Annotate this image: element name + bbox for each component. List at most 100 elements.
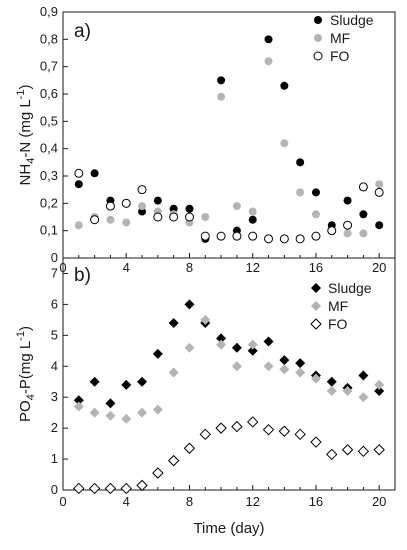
- point-sludge: [168, 317, 179, 328]
- point-fo: [327, 226, 337, 236]
- y-tick-label: 0,4: [40, 141, 58, 156]
- point-mf: [343, 229, 352, 238]
- point-mf: [358, 392, 369, 403]
- point-sludge: [326, 376, 337, 387]
- point-mf: [106, 215, 115, 224]
- legend-marker-mf: [311, 301, 321, 311]
- point-mf: [152, 404, 163, 415]
- point-fo: [358, 182, 368, 192]
- point-mf: [264, 57, 273, 66]
- point-fo: [74, 168, 84, 178]
- legend-label-fo: FO: [328, 316, 348, 332]
- point-mf: [232, 202, 241, 211]
- point-sludge: [169, 204, 178, 213]
- y-tick-label: 0: [51, 482, 58, 497]
- point-fo: [247, 416, 259, 428]
- point-fo: [310, 436, 322, 448]
- point-fo: [311, 231, 321, 241]
- point-sludge: [311, 188, 320, 197]
- point-sludge: [358, 370, 369, 381]
- point-mf: [200, 314, 211, 325]
- point-fo: [357, 445, 370, 458]
- point-mf: [138, 202, 147, 211]
- x-tick-label: 20: [372, 260, 386, 275]
- point-mf: [89, 407, 100, 418]
- legend-label-sludge: Sludge: [328, 280, 372, 296]
- point-fo: [216, 231, 226, 241]
- point-sludge: [138, 207, 147, 216]
- point-fo: [90, 215, 100, 225]
- point-fo: [73, 482, 85, 495]
- point-sludge: [121, 379, 132, 390]
- x-tick-label: 4: [123, 260, 130, 275]
- point-mf: [247, 339, 258, 350]
- point-sludge: [73, 395, 84, 406]
- panel-a-marks: [74, 35, 384, 244]
- point-sludge: [343, 196, 352, 205]
- point-sludge: [375, 221, 384, 230]
- point-fo: [88, 482, 101, 495]
- point-mf: [216, 339, 227, 350]
- legend-marker-sludge: [311, 283, 321, 293]
- x-tick-label: 16: [309, 494, 323, 509]
- panel-b-frame: [62, 257, 396, 491]
- point-sludge: [74, 180, 83, 189]
- point-fo: [248, 231, 258, 241]
- point-mf: [263, 361, 274, 372]
- point-mf: [201, 213, 210, 221]
- y-tick-label: 0,6: [40, 86, 58, 101]
- point-fo: [199, 428, 211, 441]
- point-mf: [280, 139, 289, 148]
- point-sludge: [89, 376, 100, 387]
- x-tick-label: 4: [123, 494, 130, 509]
- panel-a-letter: a): [74, 21, 91, 42]
- panel-b-marks: [73, 299, 385, 495]
- point-fo: [184, 212, 194, 222]
- point-mf: [137, 407, 148, 418]
- point-mf: [311, 210, 320, 219]
- point-fo: [105, 201, 115, 211]
- point-mf: [279, 364, 290, 375]
- point-fo: [167, 454, 180, 467]
- point-sludge: [264, 35, 273, 44]
- y-tick-label: 5: [51, 327, 58, 342]
- point-fo: [200, 231, 210, 241]
- point-sludge: [263, 336, 274, 347]
- legend-marker-fo: [313, 51, 323, 61]
- y-tick-label: 6: [51, 296, 58, 311]
- point-fo: [152, 467, 164, 479]
- y-tick-label: 0,7: [40, 59, 58, 74]
- x-tick-label: 8: [186, 494, 193, 509]
- y-tick-label: 0,5: [40, 113, 58, 128]
- point-fo: [215, 422, 227, 434]
- y-tick-label: 0,3: [40, 168, 58, 183]
- point-fo: [183, 442, 196, 454]
- legend-label-sludge: Sludge: [330, 12, 374, 28]
- point-mf: [168, 367, 179, 378]
- legend-label-mf: MF: [328, 298, 348, 314]
- point-fo: [120, 482, 132, 495]
- panel-a: 00,10,20,30,40,50,60,70,80,90 4 8 12 16 20 a)…: [15, 4, 396, 275]
- point-sludge: [295, 358, 306, 369]
- point-sludge: [153, 196, 162, 205]
- legend-label-fo: FO: [330, 48, 350, 64]
- point-sludge: [248, 215, 257, 224]
- y-tick-label: 7: [51, 265, 58, 280]
- legend-marker-sludge: [314, 16, 322, 24]
- point-fo: [294, 428, 306, 441]
- y-tick-label: 2: [51, 420, 58, 435]
- point-mf: [217, 92, 226, 101]
- x-axis-title: Time (day): [193, 520, 264, 537]
- point-mf: [231, 361, 242, 372]
- point-sludge: [374, 386, 385, 397]
- point-fo: [264, 234, 274, 244]
- point-fo: [104, 482, 117, 495]
- panel-a-ylabel: NH4-N (mg L-1): [15, 85, 37, 186]
- point-fo: [278, 425, 291, 437]
- panel-a-ticks: 00,10,20,30,40,50,60,70,80,90 4 8 12 16 20: [40, 4, 396, 275]
- panel-b-legend: Sludge MF FO: [310, 280, 372, 332]
- point-mf: [375, 180, 384, 189]
- point-fo: [169, 212, 179, 222]
- point-sludge: [152, 348, 163, 359]
